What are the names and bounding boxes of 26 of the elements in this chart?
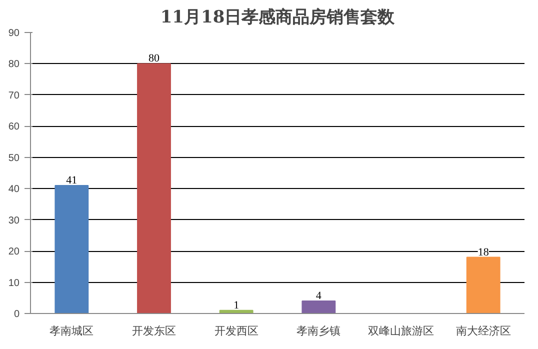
y-tick-label: 90 (8, 28, 20, 39)
data-label: 4 (316, 290, 322, 302)
y-tick-label: 30 (8, 215, 20, 226)
data-label: 1 (234, 299, 240, 312)
y-tick-label: 60 (8, 122, 20, 133)
y-tick-label: 80 (8, 59, 20, 70)
y-tick-label: 40 (8, 184, 20, 196)
y-tick-label: 20 (8, 246, 20, 258)
x-tick-label: 孝南城区 (50, 324, 94, 338)
y-tick-label: 0 (14, 309, 20, 320)
y-tick-label: 70 (8, 90, 20, 102)
x-tick-label: 双峰山旅游区 (368, 324, 434, 338)
bar (54, 184, 89, 314)
x-tick-label: 开发西区 (214, 324, 258, 338)
x-tick-label: 孝南乡镇 (296, 324, 341, 338)
bar (137, 63, 171, 314)
data-label: 80 (148, 52, 160, 65)
data-label: 41 (66, 174, 78, 186)
data-label: 18 (478, 246, 490, 258)
bar (302, 300, 336, 314)
chart-title: 11月18日孝感商品房销售套数 (160, 8, 396, 28)
y-tick-label: 50 (8, 152, 20, 164)
x-tick-label: 南大经济区 (456, 324, 511, 338)
bar (466, 256, 500, 314)
y-tick-label: 10 (8, 278, 20, 289)
x-tick-label: 开发东区 (132, 324, 176, 338)
